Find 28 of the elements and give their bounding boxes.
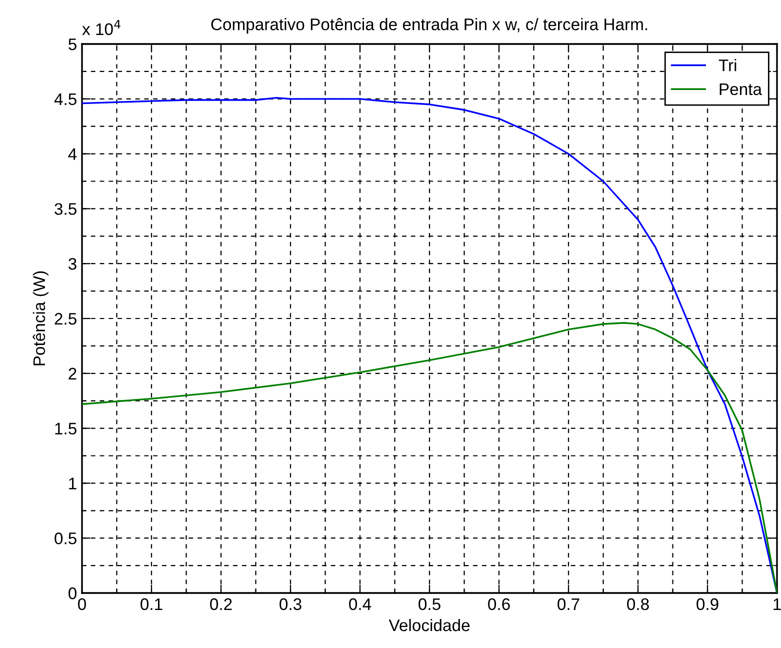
y-tick-label: 3.5 xyxy=(54,203,76,215)
y-tick-label: 1 xyxy=(69,478,76,490)
x-tick-label: 0.3 xyxy=(280,598,302,610)
x-tick-label: 0.1 xyxy=(140,598,162,610)
y-tick-label: 3 xyxy=(68,258,76,270)
y-tick-label: 0 xyxy=(68,587,76,600)
chart-title: Comparativo Potência de entrada Pin x w, c/ terceira Harm. xyxy=(211,18,648,34)
x-tick-label: 0.4 xyxy=(349,598,372,610)
x-axis-title: Velocidade xyxy=(388,618,470,632)
x-tick-label: 0.5 xyxy=(418,598,440,610)
y-tick-label: 1.5 xyxy=(55,422,76,435)
x-tick-label: 0.8 xyxy=(627,598,649,610)
x-tick-label: 1 xyxy=(774,598,781,610)
y-tick-label: 2 xyxy=(68,368,76,380)
y-tick-label: 5 xyxy=(68,38,76,50)
y-tick-label: 2.5 xyxy=(54,312,76,325)
text: x 10$^{4}$ xyxy=(82,20,120,36)
legend-label: Tri xyxy=(718,59,736,72)
x-tick-label: 0 xyxy=(78,598,86,610)
x-tick-label: 0.9 xyxy=(696,598,718,610)
y-axis-title: Potência (W) xyxy=(32,271,48,366)
x-tick-label: 0.7 xyxy=(558,598,580,610)
y-tick-label: 4 xyxy=(68,148,77,160)
y-tick-label: 0.5 xyxy=(54,532,76,544)
x-tick-label: 0.2 xyxy=(210,598,232,610)
x-tick-label: 0.6 xyxy=(488,598,510,610)
y-tick-label: 4.5 xyxy=(54,93,76,106)
legend-label: Penta xyxy=(720,83,762,96)
